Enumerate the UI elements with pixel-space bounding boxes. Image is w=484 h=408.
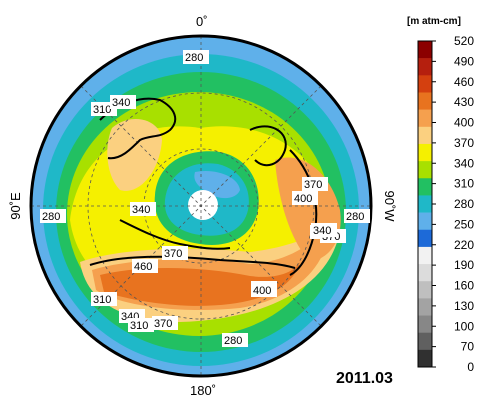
colorbar-tick-label: 220: [454, 238, 474, 252]
svg-text:310: 310: [93, 104, 111, 116]
svg-text:340: 340: [132, 204, 150, 216]
svg-text:280: 280: [185, 52, 203, 64]
colorbar-band: [418, 264, 432, 282]
colorbar-band: [418, 349, 432, 368]
colorbar-band: [418, 126, 432, 145]
colorbar-band: [418, 143, 432, 162]
svg-text:370: 370: [304, 179, 322, 191]
colorbar-band: [418, 58, 432, 76]
colorbar-tick-label: 70: [461, 340, 475, 354]
colorbar-band: [418, 315, 432, 333]
colorbar-band: [418, 92, 432, 110]
map-rim: [29, 34, 373, 378]
svg-text:400: 400: [294, 193, 312, 205]
colorbar-band: [418, 229, 432, 248]
svg-text:340: 340: [313, 225, 331, 237]
contour-label: 280: [183, 50, 209, 64]
colorbar-band: [418, 41, 432, 59]
colorbar-band: [418, 75, 432, 93]
longitude-label-top: 0˚: [196, 14, 208, 29]
contour-label: 280: [222, 333, 248, 347]
contour-labels: 280 310 340 370 400 340 340 280 370 400 …: [40, 50, 370, 347]
date-label: 2011.03: [336, 370, 393, 387]
polar-data-gap: [188, 190, 218, 220]
colorbar-tick-label: 130: [454, 299, 474, 313]
colorbar-band: [418, 298, 432, 316]
contour-label: 280: [344, 209, 370, 223]
colorbar-tick-label: 100: [454, 319, 474, 333]
colorbar-band: [418, 332, 432, 351]
colorbar-tick-label: 400: [454, 116, 474, 130]
colorbar-band: [418, 212, 432, 231]
colorbar-band: [418, 246, 432, 265]
latitude-circle-inner: [143, 148, 259, 264]
coastline-europe: [99, 97, 177, 160]
colorbar-tick-label: 340: [454, 156, 474, 170]
colorbar-tick-label: 460: [454, 75, 474, 89]
contour-label: 340: [130, 202, 156, 216]
contour-label: 400: [292, 191, 318, 205]
coastline-greenland: [249, 125, 287, 167]
colorbar-band: [418, 195, 432, 213]
contour-label: 370: [152, 316, 178, 330]
svg-text:370: 370: [164, 248, 182, 260]
contour-label: 280: [40, 209, 66, 223]
colorbar-tick-label: 280: [454, 197, 474, 211]
svg-text:400: 400: [253, 285, 271, 297]
colorbar-tick-label: 250: [454, 217, 474, 231]
contour-label: 460: [132, 259, 158, 273]
colorbar-band: [418, 178, 432, 196]
colorbar-tick-label: 490: [454, 54, 474, 68]
svg-text:280: 280: [42, 211, 60, 223]
colorbar-tick-label: 520: [454, 34, 474, 48]
ozone-map: 280 310 340 370 400 340 340 280 370 400 …: [29, 34, 373, 378]
colorbar-ticks: 520 490 460 430 400 370 340 310 280 250 220 190 160 1…: [432, 34, 474, 374]
longitude-label-bottom: 180˚: [190, 383, 216, 398]
colorbar-band: [418, 109, 432, 128]
colorbar-band: [418, 161, 432, 179]
svg-text:280: 280: [346, 211, 364, 223]
coastline-asia: [89, 255, 296, 269]
colorbar-bands: [418, 41, 432, 368]
colorbar-tick-label: 370: [454, 136, 474, 150]
svg-text:280: 280: [224, 335, 242, 347]
svg-text:370: 370: [154, 318, 172, 330]
contour-label: 310: [91, 292, 117, 306]
contour-label: 340: [311, 223, 337, 237]
svg-text:310: 310: [93, 294, 111, 306]
graticule: [31, 36, 371, 376]
svg-text:460: 460: [134, 261, 152, 273]
colorbar-tick-label: 430: [454, 95, 474, 109]
colorbar-band: [418, 281, 432, 299]
colorbar-tick-label: 160: [454, 279, 474, 293]
svg-text:310: 310: [130, 320, 148, 332]
colorbar: [m atm-cm] 520 490 460 430 400 370 340 310 280 25…: [407, 16, 474, 374]
contour-label: 370: [302, 177, 328, 191]
colorbar-tick-label: 190: [454, 258, 474, 272]
colorbar-tick-label: 310: [454, 177, 474, 191]
contour-label: 340: [110, 95, 136, 109]
longitude-label-left: 90˚E: [8, 192, 23, 220]
contour-label: 310: [128, 318, 154, 332]
meridian-diagonal-b: [80, 85, 322, 327]
coastline-siberia: [119, 219, 231, 250]
longitude-label-right: 90˚W: [382, 190, 397, 222]
contour-label: 370: [162, 246, 188, 260]
colorbar-unit-label: [m atm-cm]: [407, 16, 461, 27]
svg-text:340: 340: [112, 97, 130, 109]
contour-label: 400: [251, 283, 277, 297]
contour-label: 310: [91, 102, 117, 116]
colorbar-tick-label: 0: [467, 360, 474, 374]
